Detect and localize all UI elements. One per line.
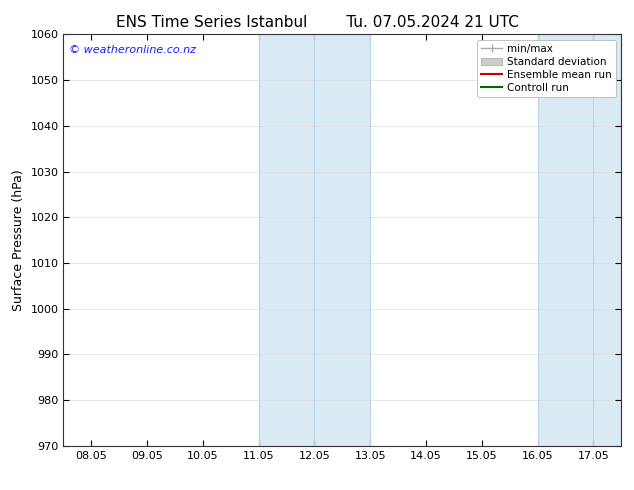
Y-axis label: Surface Pressure (hPa): Surface Pressure (hPa) bbox=[12, 169, 25, 311]
Text: © weatheronline.co.nz: © weatheronline.co.nz bbox=[69, 45, 196, 54]
Bar bbox=[259, 34, 370, 446]
Legend: min/max, Standard deviation, Ensemble mean run, Controll run: min/max, Standard deviation, Ensemble me… bbox=[477, 40, 616, 97]
Bar bbox=[538, 34, 621, 446]
Text: ENS Time Series Istanbul        Tu. 07.05.2024 21 UTC: ENS Time Series Istanbul Tu. 07.05.2024 … bbox=[115, 15, 519, 30]
